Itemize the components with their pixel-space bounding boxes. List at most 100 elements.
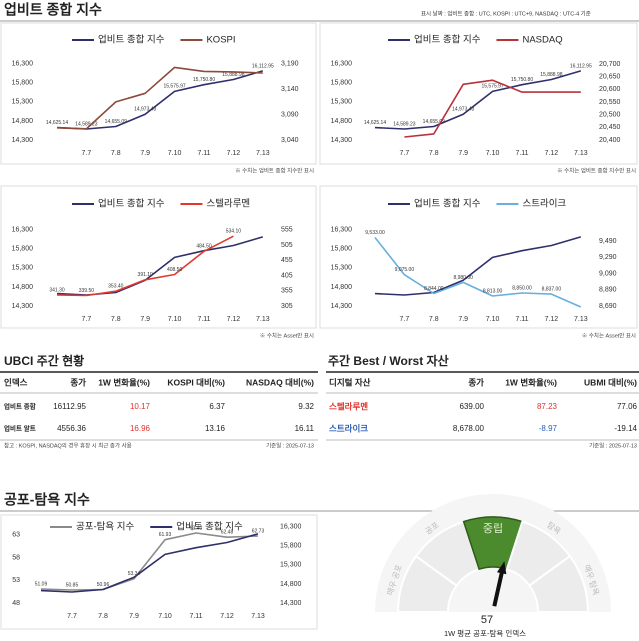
- table-cell: 16.96: [130, 424, 151, 433]
- gauge-value: 57: [481, 614, 493, 626]
- y2-tick-label: 15,300: [280, 562, 302, 569]
- x-tick-label: 7.13: [574, 150, 588, 157]
- value-label: 484.50: [196, 244, 212, 250]
- gauge-label: 중립: [483, 522, 503, 535]
- x-tick-label: 7.7: [82, 316, 92, 323]
- table-cell: 업비트 알트: [4, 424, 36, 433]
- x-tick-label: 7.8: [98, 613, 108, 620]
- x-tick-label: 7.7: [67, 613, 77, 620]
- x-tick-label: 7.7: [400, 316, 410, 323]
- series-line: [40, 533, 259, 593]
- value-label: 14,625.14: [46, 120, 68, 126]
- y2-tick-label: 9,090: [599, 270, 617, 277]
- series-line: [374, 237, 582, 308]
- value-label: 16,112.95: [570, 63, 592, 69]
- table-cell: 10.17: [130, 402, 151, 411]
- series-line: [56, 236, 264, 296]
- legend-label: KOSPI: [206, 35, 235, 46]
- value-label: 9,075.00: [395, 267, 415, 273]
- chart-note: ※ 수치는 업비트 종합 지수만 표시: [235, 166, 314, 174]
- section-title: 공포-탐욕 지수: [4, 492, 90, 508]
- y2-tick-label: 20,450: [599, 124, 621, 131]
- x-tick-label: 7.13: [256, 316, 270, 323]
- y2-tick-label: 20,600: [599, 86, 621, 93]
- column-header: UBMI 대비(%): [584, 377, 637, 387]
- x-tick-label: 7.10: [486, 316, 500, 323]
- value-label: 15,575.97: [163, 84, 185, 90]
- x-tick-label: 7.8: [429, 316, 439, 323]
- legend-label: 업비트 종합 지수: [414, 34, 481, 46]
- value-label: 8,850.00: [512, 285, 532, 291]
- y2-tick-label: 305: [281, 303, 293, 310]
- y-tick-label: 15,300: [12, 99, 34, 106]
- column-header: 1W 변화율(%): [98, 377, 150, 387]
- x-tick-label: 7.12: [227, 150, 241, 157]
- x-tick-label: 7.9: [458, 150, 468, 157]
- y2-tick-label: 14,300: [280, 600, 302, 607]
- table-cell: 16.11: [295, 424, 315, 433]
- x-tick-label: 7.12: [545, 316, 559, 323]
- y-tick-label: 53: [12, 577, 20, 584]
- y-tick-label: 14,800: [12, 284, 34, 291]
- gauge-band: [528, 554, 590, 613]
- table-note: 참고 : KOSPI, NASDAQ의 경우 휴장 시 최근 종가 사용: [4, 441, 132, 449]
- y-tick-label: 15,800: [12, 80, 34, 87]
- x-tick-label: 7.12: [220, 613, 234, 620]
- x-tick-label: 7.10: [158, 613, 172, 620]
- column-header: 인덱스: [4, 377, 28, 387]
- y2-tick-label: 555: [281, 227, 293, 234]
- y-tick-label: 15,800: [331, 80, 353, 87]
- x-tick-label: 7.10: [486, 150, 500, 157]
- y2-tick-label: 20,500: [599, 112, 621, 119]
- x-tick-label: 7.8: [111, 316, 121, 323]
- x-tick-label: 7.13: [574, 316, 588, 323]
- value-label: 9,533.00: [365, 230, 385, 236]
- value-label: 14,589.23: [75, 121, 97, 127]
- y-tick-label: 63: [12, 532, 20, 539]
- series-line: [374, 236, 582, 296]
- y-tick-label: 15,800: [12, 246, 34, 253]
- value-label: 14,589.23: [393, 121, 415, 127]
- y-tick-label: 16,300: [12, 61, 34, 68]
- value-label: 14,655.09: [423, 119, 445, 125]
- legend-label: 스텔라루멘: [206, 198, 250, 210]
- table-cell: 업비트 종합: [4, 402, 36, 411]
- value-label: 8,980.00: [453, 275, 473, 281]
- page-title: 업비트 종합 지수: [4, 2, 102, 18]
- y2-tick-label: 8,690: [599, 303, 617, 310]
- table-cell: 스텔라루멘: [329, 401, 368, 411]
- y-tick-label: 48: [12, 600, 20, 607]
- y-tick-label: 58: [12, 554, 20, 561]
- x-tick-label: 7.8: [429, 150, 439, 157]
- value-label: 15,888.98: [540, 72, 562, 78]
- y-tick-label: 14,300: [331, 137, 353, 144]
- x-tick-label: 7.8: [111, 150, 121, 157]
- x-tick-label: 7.13: [251, 613, 265, 620]
- column-header: 종가: [468, 377, 484, 387]
- x-tick-label: 7.9: [458, 316, 468, 323]
- value-label: 8,844.00: [424, 286, 444, 292]
- panel: [319, 22, 638, 165]
- y2-tick-label: 9,490: [599, 238, 617, 245]
- value-label: 14,625.14: [364, 120, 386, 126]
- y2-tick-label: 20,550: [599, 99, 621, 106]
- legend-label: 업비트 종합 지수: [98, 34, 165, 46]
- y2-tick-label: 355: [281, 288, 293, 295]
- y-tick-label: 14,800: [331, 284, 353, 291]
- value-label: 8,837.00: [542, 286, 562, 292]
- section-title: UBCI 주간 현황: [4, 353, 84, 368]
- series-line: [40, 532, 259, 591]
- value-label: 15,888.98: [222, 72, 244, 78]
- value-label: 62.73: [252, 528, 265, 534]
- x-tick-label: 7.9: [140, 150, 150, 157]
- table-note: 기준일 : 2025-07-13: [266, 441, 314, 449]
- legend-label: 업비트 종합 지수: [176, 521, 243, 533]
- y-tick-label: 15,300: [12, 265, 34, 272]
- chart-note: ※ 수치는 업비트 종합 지수만 표시: [557, 166, 636, 174]
- value-label: 51.09: [35, 581, 48, 587]
- table-cell: 16112.95: [53, 402, 86, 411]
- series-line: [404, 79, 581, 138]
- panel: [319, 185, 638, 329]
- value-label: 61.93: [159, 532, 172, 538]
